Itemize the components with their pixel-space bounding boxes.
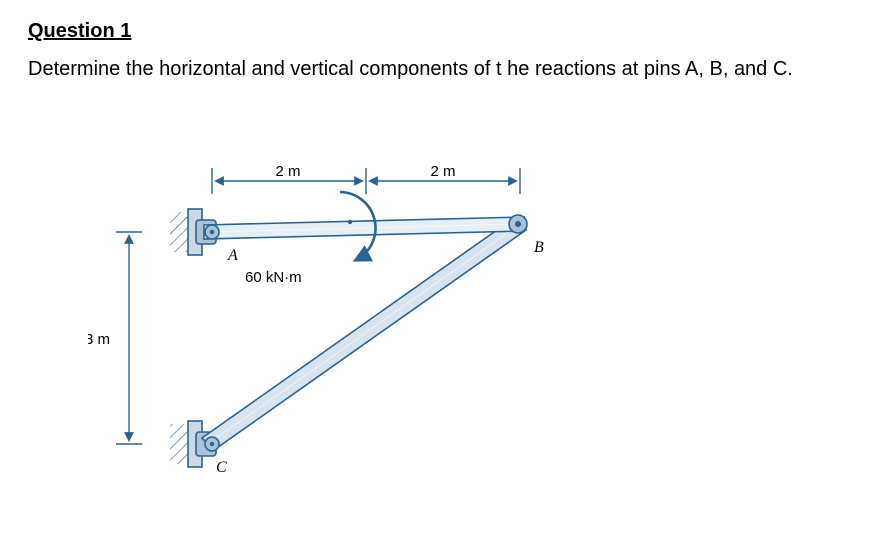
dimension-left-label: 3 m bbox=[88, 331, 110, 348]
diagram-figure: A B C 2 m 2 m 3 m 60 kN·m bbox=[88, 112, 861, 492]
dimension-top-right-label: 2 m bbox=[430, 163, 455, 180]
pin-c bbox=[205, 437, 219, 451]
pin-b bbox=[509, 215, 527, 233]
pin-a bbox=[205, 225, 219, 239]
label-b: B bbox=[534, 239, 544, 256]
moment-load: 60 kN·m bbox=[245, 192, 376, 286]
moment-label: 60 kN·m bbox=[245, 269, 302, 286]
label-c: C bbox=[216, 459, 227, 476]
label-a: A bbox=[227, 247, 238, 264]
dimension-top-left-label: 2 m bbox=[275, 163, 300, 180]
dimension-left: 3 m bbox=[88, 232, 142, 444]
dimension-top: 2 m 2 m bbox=[212, 163, 520, 194]
question-body: Determine the horizontal and vertical co… bbox=[28, 55, 861, 84]
diagram-svg: A B C 2 m 2 m 3 m 60 kN·m bbox=[88, 112, 568, 492]
question-title: Question 1 bbox=[28, 20, 861, 43]
member-ab bbox=[204, 217, 524, 239]
